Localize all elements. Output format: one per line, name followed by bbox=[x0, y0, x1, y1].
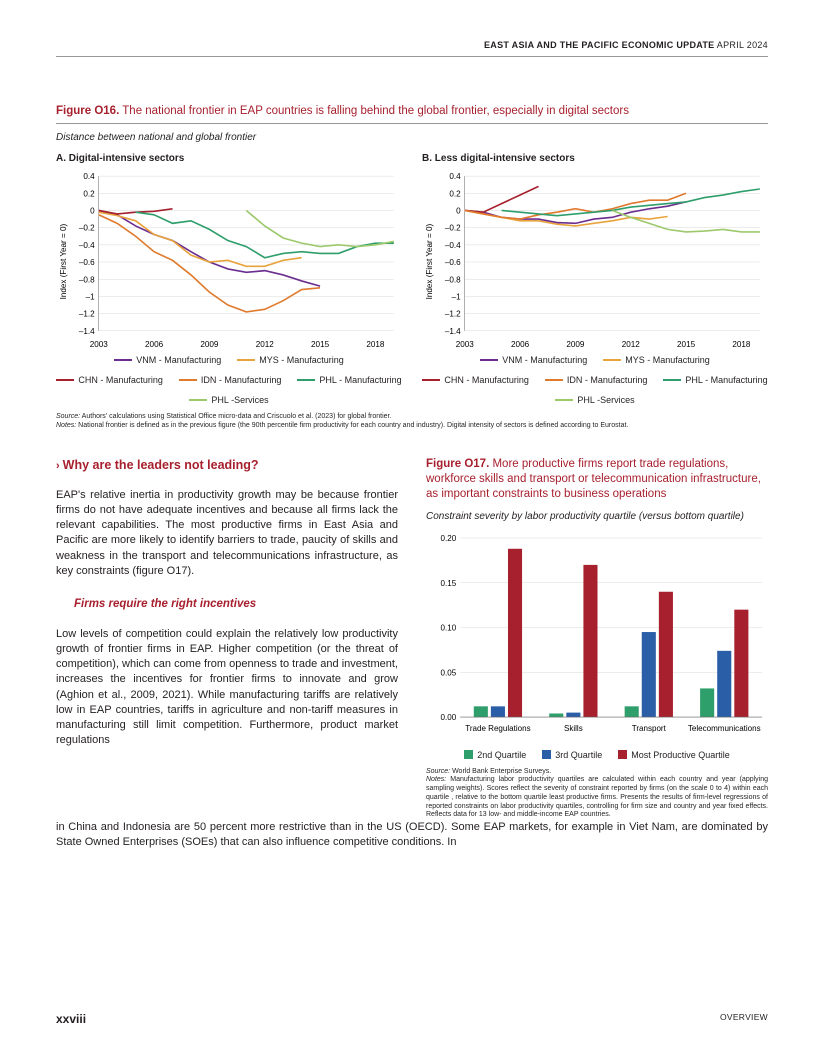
svg-text:0.00: 0.00 bbox=[441, 714, 457, 723]
svg-text:–0.2: –0.2 bbox=[79, 224, 95, 233]
svg-text:–1.4: –1.4 bbox=[445, 327, 461, 336]
body-para-2: Low levels of competition could explain … bbox=[56, 627, 398, 748]
svg-text:–0.4: –0.4 bbox=[79, 241, 95, 250]
panel-a-label: A. Digital-intensive sectors bbox=[56, 153, 402, 164]
figure-o17-notes: Source: World Bank Enterprise Surveys. N… bbox=[426, 768, 768, 821]
page-footer: xxviii OVERVIEW bbox=[56, 1012, 768, 1026]
figure-o16-charts: A. Digital-intensive sectors 0.4 0.2 0 –0.2… bbox=[56, 153, 768, 405]
section-heading: ›Why are the leaders not leading? bbox=[56, 457, 398, 474]
svg-text:–1: –1 bbox=[452, 292, 462, 301]
body-para-3: in China and Indonesia are 50 percent mo… bbox=[56, 820, 768, 850]
svg-text:0.2: 0.2 bbox=[449, 189, 461, 198]
svg-text:0.10: 0.10 bbox=[441, 624, 457, 633]
page-header: EAST ASIA AND THE PACIFIC ECONOMIC UPDAT… bbox=[56, 40, 768, 57]
svg-text:Index (First Year = 0): Index (First Year = 0) bbox=[425, 223, 434, 299]
page-number: xxviii bbox=[56, 1012, 86, 1026]
body-right-column: Figure O17. More productive firms report… bbox=[426, 457, 768, 821]
svg-text:Skills: Skills bbox=[564, 725, 583, 734]
svg-text:–0.4: –0.4 bbox=[445, 241, 461, 250]
svg-text:2003: 2003 bbox=[456, 340, 475, 349]
svg-text:–0.8: –0.8 bbox=[445, 275, 461, 284]
svg-text:2006: 2006 bbox=[511, 340, 530, 349]
svg-text:–0.6: –0.6 bbox=[445, 258, 461, 267]
chart-b-legend: VNM - ManufacturingMYS - ManufacturingCH… bbox=[422, 355, 768, 405]
svg-text:0.15: 0.15 bbox=[441, 579, 457, 588]
figure-o17-subtitle: Constraint severity by labor productivit… bbox=[426, 511, 768, 522]
svg-text:–1.2: –1.2 bbox=[79, 310, 95, 319]
svg-text:–1.4: –1.4 bbox=[79, 327, 95, 336]
figure-o16-subtitle: Distance between national and global fro… bbox=[56, 132, 768, 143]
chart-o17-legend: 2nd Quartile3rd QuartileMost Productive … bbox=[426, 750, 768, 760]
svg-text:–1: –1 bbox=[86, 292, 96, 301]
svg-text:0: 0 bbox=[456, 207, 461, 216]
svg-text:–0.2: –0.2 bbox=[445, 224, 461, 233]
svg-text:2012: 2012 bbox=[622, 340, 641, 349]
sub-heading: Firms require the right incentives bbox=[74, 597, 398, 613]
svg-text:2018: 2018 bbox=[732, 340, 751, 349]
svg-text:–1.2: –1.2 bbox=[445, 310, 461, 319]
panel-b-label: B. Less digital-intensive sectors bbox=[422, 153, 768, 164]
svg-text:–0.8: –0.8 bbox=[79, 275, 95, 284]
chart-o17: 0.00 0.05 0.10 0.15 0.20 Trade Regulations Ski… bbox=[426, 532, 768, 743]
svg-text:0.05: 0.05 bbox=[441, 669, 457, 678]
footer-section: OVERVIEW bbox=[720, 1012, 768, 1026]
svg-text:0.4: 0.4 bbox=[449, 172, 461, 181]
svg-text:2018: 2018 bbox=[366, 340, 385, 349]
chart-a: 0.4 0.2 0 –0.2 –0.4 –0.6 –0.8 –1 –1.2 –1.4 2003 200… bbox=[56, 170, 402, 353]
svg-text:2009: 2009 bbox=[566, 340, 585, 349]
chart-a-legend: VNM - ManufacturingMYS - ManufacturingCH… bbox=[56, 355, 402, 405]
figure-o16-notes: Source: Authors' calculations using Stat… bbox=[56, 413, 768, 431]
svg-text:0.2: 0.2 bbox=[83, 189, 95, 198]
header-date: APRIL 2024 bbox=[714, 40, 768, 50]
svg-text:–0.6: –0.6 bbox=[79, 258, 95, 267]
svg-text:0.4: 0.4 bbox=[83, 172, 95, 181]
svg-text:0.20: 0.20 bbox=[441, 535, 457, 544]
body-left-column: ›Why are the leaders not leading? EAP's … bbox=[56, 457, 398, 821]
figure-o17-title: Figure O17. More productive firms report… bbox=[426, 457, 768, 502]
header-title: EAST ASIA AND THE PACIFIC ECONOMIC UPDAT… bbox=[484, 40, 714, 50]
figure-o16-title: Figure O16. The national frontier in EAP… bbox=[56, 105, 768, 124]
svg-text:2015: 2015 bbox=[311, 340, 330, 349]
svg-text:Index (First Year = 0): Index (First Year = 0) bbox=[59, 223, 68, 299]
svg-text:Trade Regulations: Trade Regulations bbox=[465, 725, 530, 734]
svg-text:2006: 2006 bbox=[145, 340, 164, 349]
svg-text:2012: 2012 bbox=[256, 340, 275, 349]
chevron-icon: › bbox=[56, 460, 60, 472]
svg-text:0: 0 bbox=[90, 207, 95, 216]
svg-text:2003: 2003 bbox=[90, 340, 109, 349]
svg-text:2009: 2009 bbox=[200, 340, 219, 349]
chart-b: 0.4 0.2 0 –0.2 –0.4 –0.6 –0.8 –1 –1.2 –1.4 2003 200… bbox=[422, 170, 768, 353]
svg-text:Telecommunications: Telecommunications bbox=[688, 725, 761, 734]
body-para-1: EAP's relative inertia in productivity g… bbox=[56, 488, 398, 579]
svg-text:2015: 2015 bbox=[677, 340, 696, 349]
svg-text:Transport: Transport bbox=[632, 725, 667, 734]
